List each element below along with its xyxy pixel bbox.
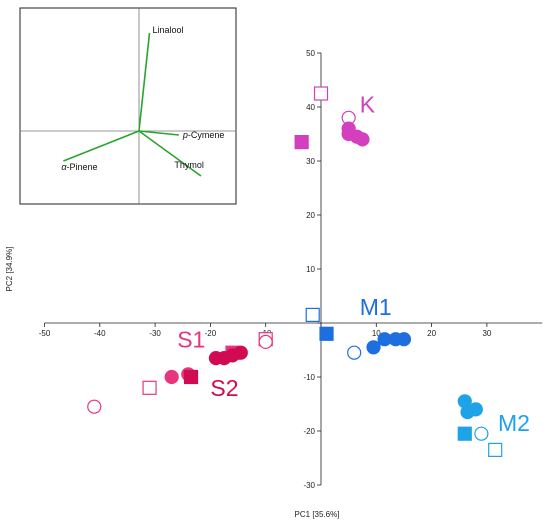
point-m1-open-square [305, 307, 320, 322]
x-axis-label: PC1 [35.6%] [295, 510, 340, 519]
point-s2-filled-square [183, 369, 199, 385]
y-tick-label: -20 [303, 427, 315, 436]
point-s1-open-circle [258, 334, 273, 349]
y-tick-label: 10 [306, 265, 315, 274]
group-label-m1: M1 [360, 294, 392, 320]
y-axis-label: PC2 [34.9%] [5, 247, 14, 292]
point-m2-filled-circle [468, 402, 483, 417]
point-m2-filled-square [457, 426, 472, 441]
point-s1-open-square [142, 380, 157, 395]
group-label-s1: S1 [177, 326, 205, 352]
loading-plot-inset: Linalool p-Cymene Thymol α-Pinene [19, 7, 237, 205]
point-k-filled-square [294, 135, 309, 150]
vector-linalool-line [138, 32, 151, 132]
group-label-m2: M2 [498, 410, 530, 436]
y-tick-label: -10 [303, 373, 315, 382]
inset-frame [19, 7, 237, 205]
y-tick-label: 50 [306, 49, 315, 58]
x-tick-label: -40 [94, 329, 106, 338]
x-tick-label: 20 [427, 329, 436, 338]
y-tick-label: 30 [306, 157, 315, 166]
point-k-filled-circle [355, 132, 370, 147]
point-m2-open-circle [474, 426, 489, 441]
vector-thymol-label: Thymol [174, 160, 204, 170]
y-tick-label: 20 [306, 211, 315, 220]
x-tick-label: -20 [205, 329, 217, 338]
group-label-k: K [360, 91, 376, 117]
data-points [87, 86, 503, 457]
vector-p-cymene-line [138, 130, 179, 136]
point-s1-open-circle [87, 399, 102, 414]
point-m1-filled-circle [396, 332, 412, 347]
y-tick-label: -30 [303, 481, 315, 490]
vector-linalool-label: Linalool [153, 25, 184, 35]
x-tick-label: -50 [39, 329, 51, 338]
y-tick-label: 40 [306, 103, 315, 112]
vector--pinene-label: α-Pinene [61, 162, 97, 172]
vector-p-cymene-label: p-Cymene [182, 130, 225, 140]
x-tick-label: 10 [372, 329, 381, 338]
y-ticks: -30 -20 -10 10 20 30 40 50 [303, 49, 321, 490]
point-k-open-square [313, 86, 329, 101]
vector--pinene-line [63, 130, 140, 162]
loading-vectors: Linalool p-Cymene Thymol α-Pinene [61, 25, 225, 177]
point-m2-open-square [488, 442, 503, 457]
x-tick-label: -30 [149, 329, 161, 338]
point-m1-filled-square [319, 326, 334, 341]
point-s1-filled-circle [164, 369, 179, 385]
group-label-s2: S2 [210, 375, 238, 401]
x-tick-label: 30 [482, 329, 491, 338]
point-m1-open-circle [347, 345, 362, 360]
point-m1-filled-circle [366, 340, 381, 355]
vector-thymol-line [138, 130, 202, 177]
point-s2-filled-circle [233, 345, 248, 360]
